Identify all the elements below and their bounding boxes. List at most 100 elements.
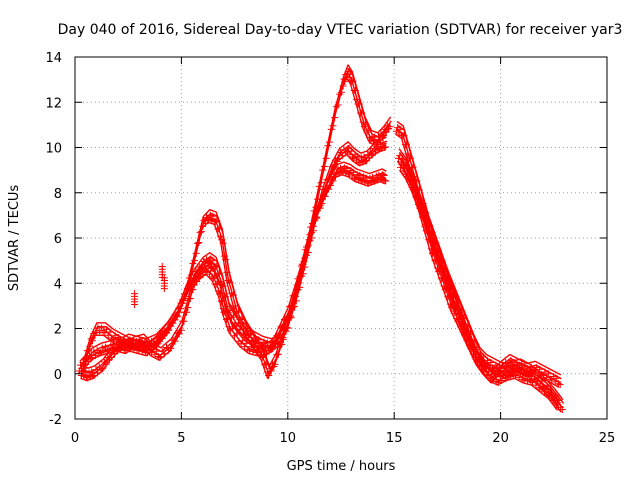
- data-point: [382, 143, 390, 151]
- data-point: [429, 249, 437, 257]
- data-point: [535, 384, 543, 392]
- data-point: [88, 353, 96, 361]
- data-point: [154, 340, 162, 348]
- data-point: [326, 138, 334, 146]
- data-point: [543, 373, 551, 381]
- x-tick-label: 25: [599, 431, 616, 446]
- data-point: [160, 274, 168, 282]
- data-point: [351, 86, 359, 94]
- data-point: [245, 347, 253, 355]
- data-point: [125, 344, 133, 352]
- data-point: [449, 302, 457, 310]
- data-point: [238, 315, 246, 323]
- data-point: [435, 267, 443, 275]
- data-point: [213, 262, 221, 270]
- data-point: [314, 195, 322, 203]
- data-point: [336, 90, 344, 98]
- data-point: [519, 363, 527, 371]
- data-point: [214, 270, 222, 278]
- data-point: [518, 375, 526, 383]
- data-point: [217, 289, 225, 297]
- data-point: [297, 272, 305, 280]
- data-point: [524, 364, 532, 372]
- data-point: [320, 163, 328, 171]
- data-point: [184, 286, 192, 294]
- data-point: [220, 292, 228, 300]
- data-point: [158, 263, 166, 271]
- data-point: [349, 77, 357, 85]
- data-point: [182, 290, 190, 298]
- data-point: [156, 353, 164, 361]
- chart-title: Day 040 of 2016, Sidereal Day-to-day VTE…: [58, 22, 623, 38]
- data-point: [495, 369, 503, 377]
- data-point: [143, 349, 151, 357]
- data-point: [114, 334, 122, 342]
- data-point: [412, 193, 420, 201]
- data-point: [209, 274, 217, 282]
- data-point: [386, 123, 394, 131]
- data-point: [215, 224, 223, 232]
- data-point: [217, 277, 225, 285]
- data-point: [100, 348, 108, 356]
- data-point: [477, 359, 485, 367]
- data-point: [98, 344, 106, 352]
- data-point: [382, 177, 390, 185]
- data-point: [171, 337, 179, 345]
- data-point: [271, 360, 279, 368]
- data-point: [368, 151, 376, 159]
- data-point: [214, 225, 222, 233]
- data-point: [197, 228, 205, 236]
- data-point: [469, 350, 477, 358]
- series-line: [81, 136, 387, 369]
- data-point: [404, 171, 412, 179]
- data-point: [225, 323, 233, 331]
- data-point: [307, 223, 315, 231]
- data-point: [212, 281, 220, 289]
- data-point: [121, 342, 129, 350]
- data-point: [175, 308, 183, 316]
- data-point: [454, 317, 462, 325]
- data-point: [450, 309, 458, 317]
- data-point: [531, 367, 539, 375]
- data-point: [474, 355, 482, 363]
- data-point: [158, 334, 166, 342]
- data-point: [226, 278, 234, 286]
- data-point: [219, 282, 227, 290]
- data-point: [481, 364, 489, 372]
- data-point: [173, 312, 181, 320]
- y-tick-label: 12: [45, 96, 62, 111]
- data-point: [280, 335, 288, 343]
- tick-layer: 0 5 10 15 20 25 -2 0 2 4 6 8 10 12 14: [45, 51, 615, 446]
- data-point: [432, 256, 440, 264]
- data-point: [487, 358, 495, 366]
- data-point: [406, 154, 414, 162]
- data-point: [140, 344, 148, 352]
- data-point: [380, 132, 388, 140]
- data-point: [154, 353, 162, 361]
- data-point: [321, 185, 329, 193]
- data-point: [493, 377, 501, 385]
- data-point: [407, 176, 415, 184]
- data-point: [179, 299, 187, 307]
- data-point: [437, 275, 445, 283]
- data-point: [558, 405, 566, 413]
- data-point: [88, 368, 96, 376]
- data-point: [324, 142, 332, 150]
- data-point: [202, 268, 210, 276]
- data-point: [460, 331, 468, 339]
- data-point: [406, 178, 414, 186]
- data-point: [80, 365, 88, 373]
- data-point: [431, 257, 439, 265]
- data-point: [128, 340, 136, 348]
- data-point: [177, 326, 185, 334]
- data-point: [441, 286, 449, 294]
- series-track-6: [397, 157, 564, 389]
- data-point: [291, 292, 299, 300]
- data-point: [462, 329, 470, 337]
- x-tick-label: 10: [280, 431, 297, 446]
- data-point: [380, 172, 388, 180]
- data-point: [207, 267, 215, 275]
- data-point: [398, 161, 406, 169]
- data-layer: [75, 64, 566, 413]
